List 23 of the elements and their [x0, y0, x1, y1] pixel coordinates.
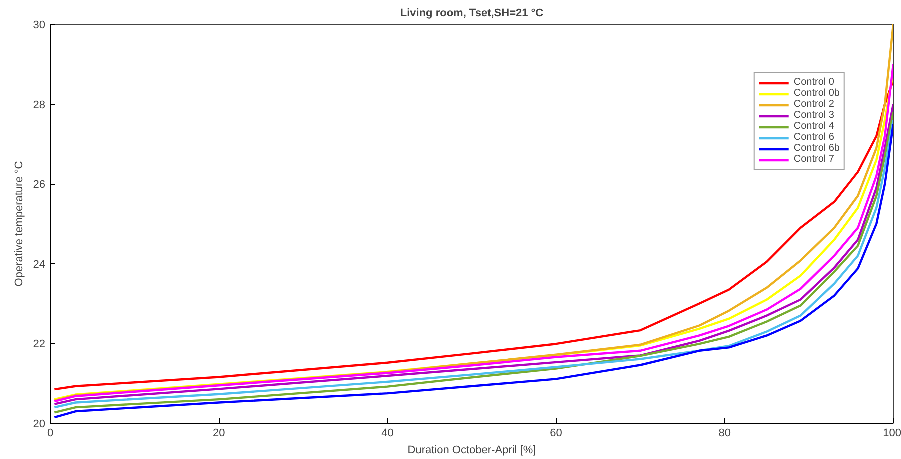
legend-label: Control 0b: [794, 88, 840, 99]
x-tick-label: 80: [718, 428, 732, 440]
chart-title: Living room, Tset,SH=21 °C: [400, 8, 544, 20]
x-tick-label: 0: [47, 428, 54, 440]
x-tick-label: 60: [550, 428, 562, 440]
y-tick-label: 26: [33, 179, 46, 192]
legend-label: Control 0: [794, 77, 834, 88]
x-axis-title: Duration October-April [%]: [408, 444, 536, 456]
x-tick-label: 20: [212, 428, 226, 440]
x-tick-label: 40: [382, 428, 394, 440]
legend-label: Control 2: [794, 99, 834, 110]
legend-label: Control 3: [794, 110, 834, 121]
legend-label: Control 6b: [794, 143, 840, 154]
legend-label: Control 7: [794, 154, 834, 165]
y-axis-title: Operative temperature °C: [13, 161, 26, 287]
x-tick-label: 100: [883, 428, 901, 440]
legend-label: Control 4: [794, 121, 834, 132]
y-tick-label: 20: [33, 418, 46, 430]
y-tick-label: 22: [33, 338, 46, 351]
y-tick-label: 30: [33, 20, 46, 32]
y-tick-label: 28: [33, 99, 46, 112]
y-tick-label: 24: [33, 258, 46, 271]
legend-label: Control 6: [794, 132, 834, 143]
